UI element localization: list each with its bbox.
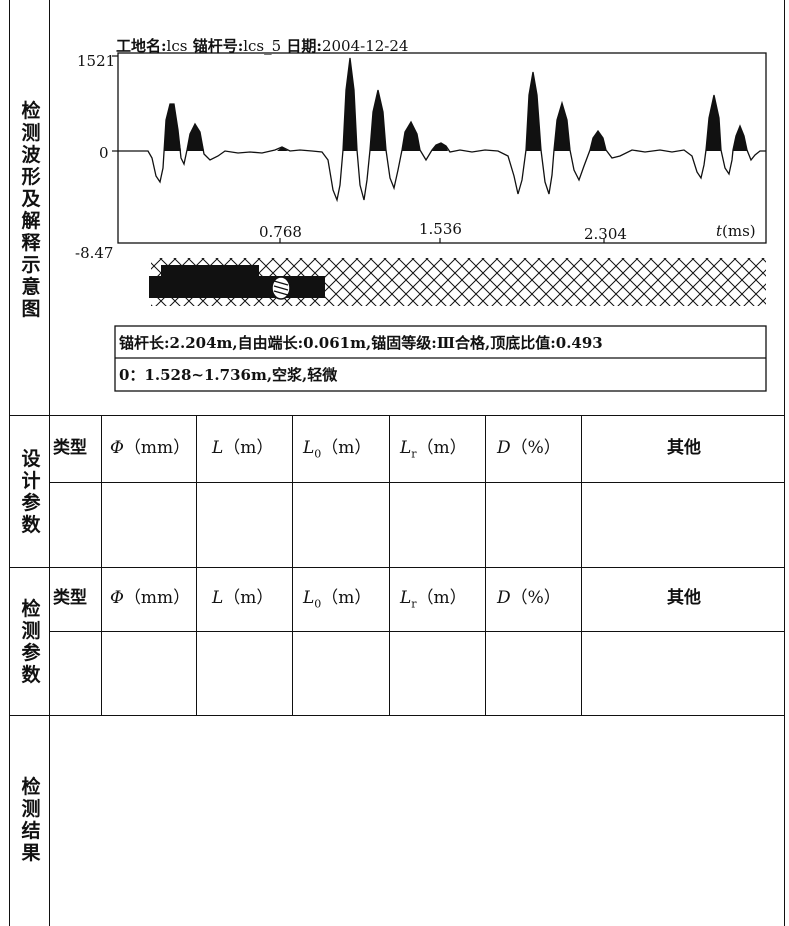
anchor-top-block	[161, 265, 259, 283]
row-border-2	[9, 567, 785, 568]
header-row-border-1	[49, 482, 785, 483]
col-other: 其他	[667, 438, 701, 458]
defect-marker-hatch	[273, 285, 289, 291]
label-char: 意	[21, 276, 41, 298]
col-type: 类型	[53, 588, 87, 608]
label-char: 释	[21, 232, 41, 254]
col-phi: Φ（mm）	[110, 588, 191, 608]
label-char: 波	[21, 144, 41, 166]
row-border-3	[9, 715, 785, 716]
label-char: 测	[21, 798, 41, 820]
label-char: 参	[21, 642, 41, 664]
label-char: 计	[21, 470, 41, 492]
site-label: 工地名:	[116, 37, 167, 55]
label-char: 检	[21, 776, 41, 798]
y-max-label: 1521	[77, 52, 116, 70]
anchor-value: lcs_5	[243, 37, 282, 55]
y-zero-label: 0	[99, 144, 109, 162]
waveform-chart	[112, 52, 767, 392]
label-char: 图	[21, 298, 41, 320]
label-char: 数	[21, 664, 41, 686]
site-value: lcs	[166, 37, 188, 55]
defect-marker-hatch	[273, 290, 289, 296]
col-phi: Φ（mm）	[110, 438, 191, 458]
label-char: 设	[21, 448, 41, 470]
col-other: 其他	[667, 588, 701, 608]
anchor-label: 锚杆号:	[192, 37, 244, 55]
col-L0: L0（m）	[303, 438, 372, 461]
table-left-border	[9, 0, 10, 926]
label-char: 解	[21, 210, 41, 232]
info-line-2: 0：1.528~1.736m,空浆,轻微	[119, 366, 338, 384]
col-Lr: Lr（m）	[400, 438, 467, 461]
defect-marker-hatch	[273, 280, 289, 286]
table-right-border	[784, 0, 785, 926]
col-D: D（%）	[497, 438, 561, 458]
label-char: 测	[21, 620, 41, 642]
x-tick-label-1: 0.768	[259, 223, 302, 241]
chart-header: 工地名:lcs 锚杆号:lcs_5 日期:2004-12-24	[116, 35, 408, 56]
label-char: 参	[21, 492, 41, 514]
measured-section-label: 检测参数	[14, 598, 48, 686]
col-type: 类型	[53, 438, 87, 458]
col-L0: L0（m）	[303, 588, 372, 611]
x-axis-unit: t(ms)	[716, 222, 756, 240]
col-L: L（m）	[212, 588, 274, 608]
label-char: 结	[21, 820, 41, 842]
date-label: 日期:	[286, 37, 322, 55]
result-content-area	[51, 717, 783, 926]
label-char: 形	[21, 166, 41, 188]
label-char: 测	[21, 122, 41, 144]
col-D: D（%）	[497, 588, 561, 608]
waveform-trace	[118, 57, 766, 203]
row-border-1	[9, 415, 785, 416]
col-L: L（m）	[212, 438, 274, 458]
waveform-filled-lobes	[164, 58, 747, 151]
label-char: 检	[21, 100, 41, 122]
label-char: 示	[21, 254, 41, 276]
info-line-1: 锚杆长:2.204m,自由端长:0.061m,锚固等级:Ⅲ合格,顶底比值:0.4…	[119, 334, 603, 352]
label-char: 数	[21, 514, 41, 536]
design-section-label: 设计参数	[14, 448, 48, 536]
label-char: 及	[21, 188, 41, 210]
x-tick-label-2: 1.536	[419, 220, 462, 238]
result-section-label: 检测结果	[14, 776, 48, 864]
col-Lr: Lr（m）	[400, 588, 467, 611]
label-column-border	[49, 0, 50, 926]
label-char: 果	[21, 842, 41, 864]
header-row-border-2	[49, 631, 785, 632]
y-min-label: -8.47	[75, 244, 114, 262]
plot-frame	[117, 52, 767, 244]
x-tick-label-3: 2.304	[584, 225, 627, 243]
waveform-section-label: 检测波形及解释示意图	[14, 100, 48, 320]
date-value: 2004-12-24	[321, 37, 409, 55]
label-char: 检	[21, 598, 41, 620]
